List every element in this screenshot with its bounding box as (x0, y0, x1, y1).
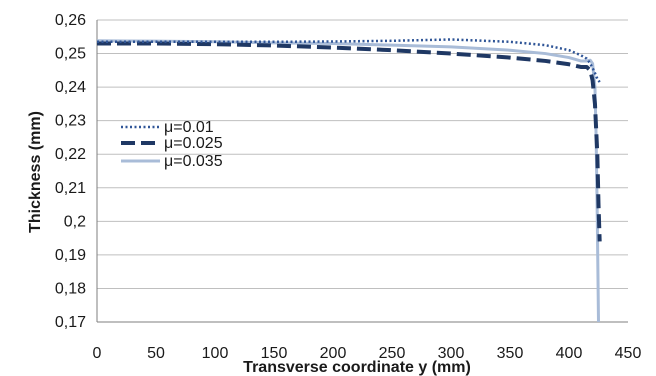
series-lines (96, 38, 602, 323)
y-tick-label: 0,25 (55, 46, 86, 63)
series-line-2 (96, 39, 600, 323)
x-tick-label: 50 (147, 345, 165, 362)
x-tick-label: 100 (202, 345, 229, 362)
x-tick-label: 0 (93, 345, 102, 362)
x-axis-title: Transverse coordinate y (mm) (243, 359, 471, 376)
axes (96, 20, 628, 323)
x-tick-label: 150 (261, 345, 288, 362)
x-tick-labels: 0 50 100 150 200 250 300 350 400 450 (93, 345, 642, 362)
y-tick-label: 0,26 (55, 12, 86, 29)
y-tick-label: 0,19 (55, 247, 86, 264)
y-tick-label: 0,21 (55, 180, 86, 197)
x-tick-label: 250 (379, 345, 406, 362)
x-tick-label: 200 (320, 345, 347, 362)
y-tick-label: 0,24 (55, 79, 86, 96)
legend-label-2: μ=0.035 (164, 153, 223, 170)
x-tick-label: 450 (615, 345, 642, 362)
y-axis-title: Thickness (mm) (27, 111, 44, 233)
x-tick-label: 400 (556, 345, 583, 362)
legend-label-1: μ=0.025 (164, 135, 223, 152)
y-tick-labels: 0,17 0,18 0,19 0,2 0,21 0,22 0,23 0,24 0,25 0,26 (55, 12, 86, 331)
y-tick-label: 0,18 (55, 280, 86, 297)
x-tick-label: 350 (497, 345, 524, 362)
y-tick-label: 0,17 (55, 314, 86, 331)
y-tick-label: 0,23 (55, 113, 86, 130)
series-line-1 (97, 41, 602, 242)
y-tick-label: 0,2 (64, 213, 86, 230)
legend-label-0: μ=0.01 (164, 119, 214, 136)
horizontal-gridlines (97, 19, 628, 323)
y-tick-label: 0,22 (55, 146, 86, 163)
x-tick-label: 300 (438, 345, 465, 362)
